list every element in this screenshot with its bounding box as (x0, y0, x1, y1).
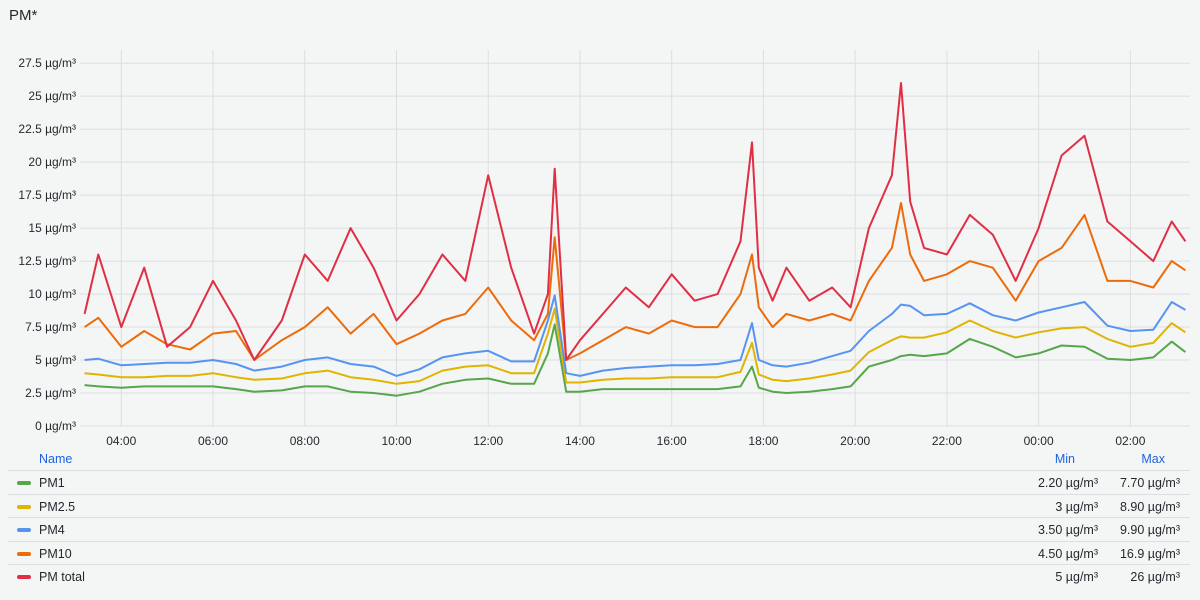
series-line-pm4[interactable] (84, 294, 1186, 377)
x-tick-label: 04:00 (106, 434, 136, 448)
legend-row-pm2-5[interactable]: PM2.5 3 µg/m³ 8.90 µg/m³ (8, 493, 1190, 518)
y-tick-label: 12.5 µg/m³ (18, 254, 76, 268)
series-line-pm2-5[interactable] (84, 307, 1186, 385)
chart-grid (80, 50, 1190, 427)
legend-max-value: 16.9 µg/m³ (1119, 546, 1180, 561)
legend-swatch (17, 551, 31, 556)
series-line-pm1[interactable] (84, 323, 1187, 397)
y-tick-label: 2.5 µg/m³ (25, 386, 76, 400)
y-axis: 0 µg/m³ 2.5 µg/m³ 5 µg/m³ 7.5 µg/m³ 10 µg/m³… (18, 56, 76, 433)
x-axis: 04:00 06:00 08:00 10:00 12:00 14:00 16:00 18:00… (106, 434, 1145, 448)
legend-swatch (17, 528, 31, 532)
x-tick-label: 10:00 (381, 434, 411, 448)
legend-header-name[interactable]: Name (39, 452, 73, 466)
legend-series-name[interactable]: PM10 (39, 546, 72, 561)
legend-min-value: 4.50 µg/m³ (1037, 546, 1098, 561)
series-line-pm-total[interactable] (83, 82, 1187, 361)
x-tick-label: 08:00 (290, 434, 320, 448)
x-tick-label: 18:00 (748, 434, 778, 448)
legend-series-name[interactable]: PM4 (39, 523, 65, 537)
line-chart[interactable]: 0 µg/m³ 2.5 µg/m³ 5 µg/m³ 7.5 µg/m³ 10 µg/m³… (0, 0, 1200, 448)
y-tick-label: 17.5 µg/m³ (18, 188, 76, 202)
x-tick-label: 16:00 (657, 434, 687, 448)
legend-swatch (17, 575, 31, 579)
legend-row-pm-total[interactable]: PM total 5 µg/m³ 26 µg/m³ (8, 564, 1190, 588)
y-tick-label: 27.5 µg/m³ (18, 56, 76, 70)
legend-swatch (17, 504, 31, 509)
y-tick-label: 15 µg/m³ (28, 221, 76, 235)
x-tick-label: 06:00 (198, 434, 228, 448)
legend-series-name[interactable]: PM total (39, 570, 85, 584)
y-tick-label: 22.5 µg/m³ (18, 122, 76, 136)
legend-header: Name Min Max (8, 448, 1190, 470)
x-tick-label: 02:00 (1115, 434, 1145, 448)
legend-table: Name Min Max PM1 2.20 µg/m³ 7.70 µg/m³ P… (8, 448, 1190, 588)
legend-max-value: 7.70 µg/m³ (1119, 476, 1180, 490)
y-tick-label: 25 µg/m³ (28, 89, 76, 103)
series-line-pm10[interactable] (84, 202, 1186, 361)
chart-series[interactable] (83, 82, 1187, 397)
y-tick-label: 0 µg/m³ (35, 419, 76, 433)
legend-series-name[interactable]: PM1 (39, 476, 65, 490)
y-tick-label: 7.5 µg/m³ (25, 320, 76, 334)
legend-min-value: 5 µg/m³ (1055, 570, 1098, 584)
legend-header-max[interactable]: Max (1141, 452, 1165, 466)
legend-min-value: 3.50 µg/m³ (1037, 523, 1098, 537)
y-tick-label: 5 µg/m³ (35, 353, 76, 367)
legend-row-pm1[interactable]: PM1 2.20 µg/m³ 7.70 µg/m³ (8, 470, 1190, 494)
x-tick-label: 22:00 (932, 434, 962, 448)
x-tick-label: 20:00 (840, 434, 870, 448)
legend-min-value: 2.20 µg/m³ (1037, 476, 1098, 490)
legend-max-value: 8.90 µg/m³ (1119, 499, 1180, 514)
x-tick-label: 00:00 (1024, 434, 1054, 448)
panel-title[interactable]: PM* (9, 7, 38, 24)
legend-min-value: 3 µg/m³ (1055, 499, 1098, 514)
y-tick-label: 20 µg/m³ (28, 155, 76, 169)
legend-header-min[interactable]: Min (1054, 452, 1075, 466)
x-tick-label: 12:00 (473, 434, 503, 448)
legend-swatch (17, 481, 31, 485)
legend-series-name[interactable]: PM2.5 (39, 499, 76, 514)
x-tick-label: 14:00 (565, 434, 595, 448)
legend-max-value: 26 µg/m³ (1130, 570, 1180, 584)
y-tick-label: 10 µg/m³ (28, 287, 76, 301)
legend-row-pm4[interactable]: PM4 3.50 µg/m³ 9.90 µg/m³ (8, 517, 1190, 541)
legend-row-pm10[interactable]: PM10 4.50 µg/m³ 16.9 µg/m³ (8, 540, 1190, 565)
legend-max-value: 9.90 µg/m³ (1119, 523, 1180, 537)
